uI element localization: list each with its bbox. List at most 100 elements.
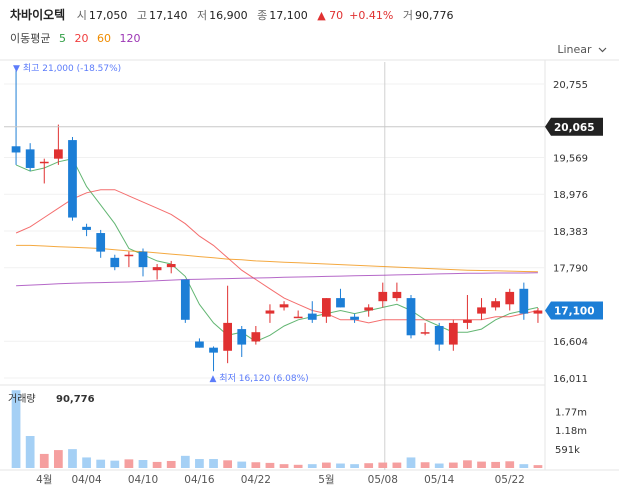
candle-body[interactable]: [251, 332, 261, 342]
candle-body[interactable]: [477, 307, 486, 314]
candle-body[interactable]: [53, 149, 63, 159]
change-pct: +0.41%: [349, 9, 394, 22]
price-tag-label: 17,100: [554, 305, 595, 317]
volume-bar: [491, 461, 501, 468]
candle-body[interactable]: [195, 341, 204, 348]
candle-body[interactable]: [124, 254, 134, 257]
candle-body[interactable]: [279, 304, 289, 308]
ma-legend-20[interactable]: 20: [74, 32, 89, 45]
ma-legend-5[interactable]: 5: [58, 32, 66, 45]
volume-bar: [39, 453, 49, 468]
y-tick-label: 16,604: [553, 337, 588, 348]
volume-bar: [68, 449, 77, 468]
price-tag-label: 20,065: [554, 122, 595, 134]
volume-title-value: 90,776: [56, 394, 95, 405]
candle-body[interactable]: [166, 264, 176, 268]
candle-body[interactable]: [11, 146, 21, 153]
volume-bar: [25, 436, 35, 468]
candle-body[interactable]: [307, 313, 317, 320]
ma-legend-120[interactable]: 120: [119, 32, 141, 45]
candle-body[interactable]: [209, 347, 218, 353]
candle-body[interactable]: [293, 316, 303, 319]
x-tick-label: 4월: [36, 474, 52, 486]
candle-body[interactable]: [519, 288, 529, 314]
candle-body[interactable]: [533, 310, 543, 314]
max-price-annotation: ▼ 최고 21,000 (-18.57%): [13, 63, 121, 74]
price-summary: 차바이오텍 시 17,050 고 17,140 저 16,900 종 17,100 ▲ …: [10, 6, 459, 23]
candle-body[interactable]: [336, 298, 345, 308]
volume-value: 90,776: [414, 9, 454, 22]
change-value: ▲ 70: [317, 9, 344, 22]
x-tick-label: 04/16: [184, 474, 215, 486]
volume-title: 거래량: [8, 393, 36, 405]
low-label: 저: [196, 9, 208, 22]
volume-bar: [124, 459, 134, 468]
volume-bar: [110, 460, 120, 468]
candle-body[interactable]: [68, 140, 77, 218]
ma-legend-60[interactable]: 60: [96, 32, 111, 45]
candle-body[interactable]: [364, 307, 374, 311]
volume-bar: [307, 464, 317, 468]
volume-bar: [223, 460, 233, 468]
high-label: 고: [136, 9, 147, 22]
candle-body[interactable]: [180, 279, 190, 320]
candle-body[interactable]: [96, 233, 106, 252]
candle-body[interactable]: [321, 298, 331, 317]
ma-line-20: [15, 189, 539, 324]
volume-label: 거: [402, 9, 413, 22]
y-tick-label: 20,755: [553, 80, 588, 91]
candle-body[interactable]: [138, 251, 148, 268]
scale-label: Linear: [557, 43, 592, 56]
y-tick-label: 19,569: [553, 153, 588, 164]
candle-body[interactable]: [406, 298, 416, 336]
candle-body[interactable]: [265, 310, 275, 314]
candle-body[interactable]: [237, 329, 247, 345]
candle-body[interactable]: [448, 322, 458, 345]
x-tick-label: 05/14: [424, 474, 455, 486]
ma-line-120: [16, 272, 538, 287]
close-label: 종: [257, 9, 268, 22]
low-value: 16,900: [209, 9, 248, 22]
candle-body[interactable]: [434, 325, 444, 345]
price-tag-dark: [545, 117, 603, 136]
x-tick-label: 04/04: [71, 474, 102, 486]
volume-bar: [448, 462, 458, 468]
high-value: 17,140: [148, 9, 188, 22]
volume-bar: [195, 459, 204, 468]
volume-bar: [364, 463, 374, 468]
volume-bar: [336, 463, 345, 468]
candle-body[interactable]: [152, 267, 162, 271]
candle-body[interactable]: [25, 149, 35, 168]
volume-bar: [477, 461, 486, 468]
scale-dropdown[interactable]: Linear: [557, 43, 607, 56]
candle-body[interactable]: [463, 319, 472, 323]
volume-bar: [350, 464, 359, 468]
quote-header: 차바이오텍 시 17,050 고 17,140 저 16,900 종 17,100 ▲ …: [0, 0, 619, 48]
volume-bar: [378, 462, 388, 468]
x-tick-label: 04/10: [128, 474, 158, 486]
candle-body[interactable]: [378, 291, 388, 302]
ma-legend: 이동평균 5 20 60 120: [10, 30, 145, 46]
candle-body[interactable]: [82, 226, 91, 230]
volume-bar: [533, 465, 543, 468]
y-tick-label: 16,011: [553, 374, 588, 385]
volume-tick-label: 591k: [555, 445, 580, 456]
candle-body[interactable]: [491, 301, 501, 308]
open-label: 시: [76, 9, 87, 22]
candle-body[interactable]: [420, 332, 430, 334]
candle-body[interactable]: [39, 161, 49, 164]
volume-tick-label: 1.18m: [555, 426, 587, 437]
candle-body[interactable]: [505, 291, 515, 305]
candle-body[interactable]: [110, 257, 120, 268]
volume-bar: [519, 464, 529, 468]
ma-line-5: [15, 158, 539, 343]
candle-body[interactable]: [350, 316, 359, 320]
volume-bar: [237, 461, 247, 468]
candle-body[interactable]: [392, 291, 402, 299]
candle-body[interactable]: [223, 322, 233, 351]
x-tick-label: 05/22: [495, 474, 525, 486]
close-value: 17,100: [269, 9, 308, 22]
volume-bar: [392, 462, 402, 468]
chevron-down-icon: [598, 47, 607, 53]
